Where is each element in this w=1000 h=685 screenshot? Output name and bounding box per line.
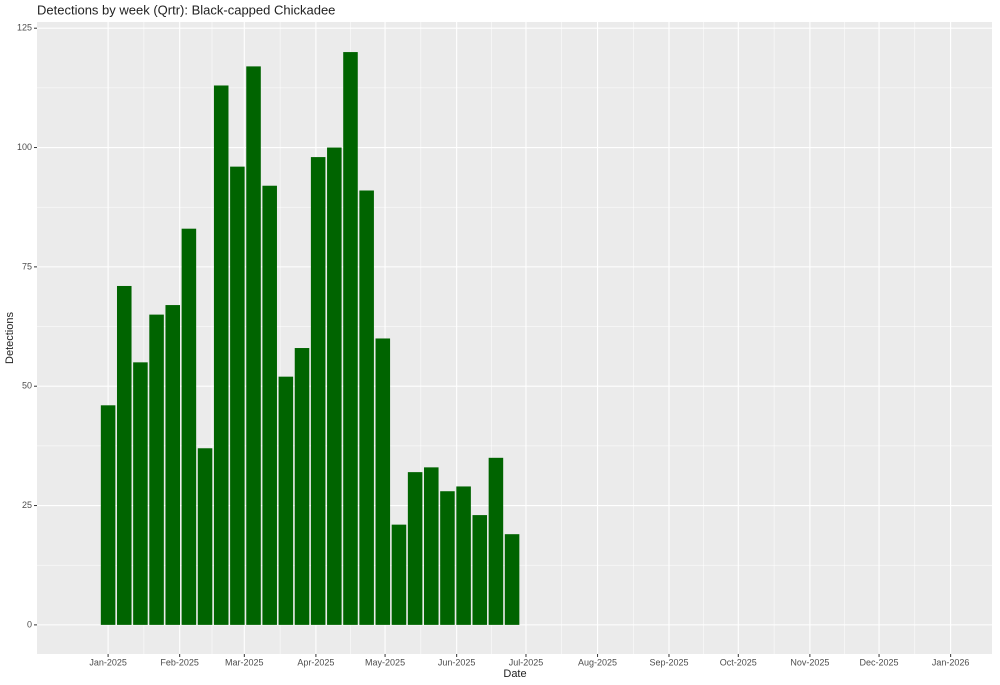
x-tick-label: Nov-2025	[790, 657, 829, 667]
bar	[424, 467, 439, 625]
bar	[165, 305, 181, 625]
x-tick-label: Jul-2025	[509, 657, 544, 667]
x-tick-label: Jan-2025	[89, 657, 127, 667]
bar	[472, 515, 488, 625]
x-tick-label: Jan-2026	[932, 657, 970, 667]
y-axis-title: Detections	[4, 312, 16, 364]
bar	[391, 524, 407, 625]
x-tick-label: Feb-2025	[160, 657, 199, 667]
y-tick-label: 0	[27, 619, 32, 629]
y-tick-label: 125	[17, 23, 32, 33]
bar	[440, 491, 455, 625]
bar	[213, 85, 229, 625]
bar	[278, 376, 294, 625]
y-tick-label: 25	[22, 500, 32, 510]
bar	[456, 486, 471, 625]
bar	[230, 166, 245, 625]
y-tick-label: 100	[17, 142, 32, 152]
x-axis-title: Date	[503, 668, 526, 680]
bar	[133, 362, 148, 625]
bar	[327, 147, 342, 625]
bar	[343, 52, 358, 625]
x-tick-label: Aug-2025	[578, 657, 617, 667]
bar	[262, 185, 277, 625]
y-tick-label: 50	[22, 381, 32, 391]
bar	[149, 314, 164, 625]
chart-title: Detections by week (Qrtr): Black-capped …	[37, 2, 335, 17]
bar	[181, 228, 197, 625]
bar	[100, 405, 116, 625]
bar	[504, 534, 520, 625]
bar	[116, 285, 132, 625]
bar	[488, 457, 504, 625]
bar	[246, 66, 261, 625]
bar	[310, 157, 326, 625]
x-tick-label: May-2025	[365, 657, 405, 667]
x-tick-label: Dec-2025	[860, 657, 899, 667]
bar	[375, 338, 391, 625]
x-tick-label: Oct-2025	[720, 657, 757, 667]
bar	[294, 348, 310, 625]
bar	[407, 472, 423, 625]
y-tick-label: 75	[22, 261, 32, 271]
bar	[197, 448, 213, 625]
x-tick-label: Jun-2025	[438, 657, 476, 667]
x-tick-label: Apr-2025	[297, 657, 334, 667]
bar	[359, 190, 374, 625]
x-tick-label: Sep-2025	[649, 657, 688, 667]
x-tick-label: Mar-2025	[225, 657, 264, 667]
